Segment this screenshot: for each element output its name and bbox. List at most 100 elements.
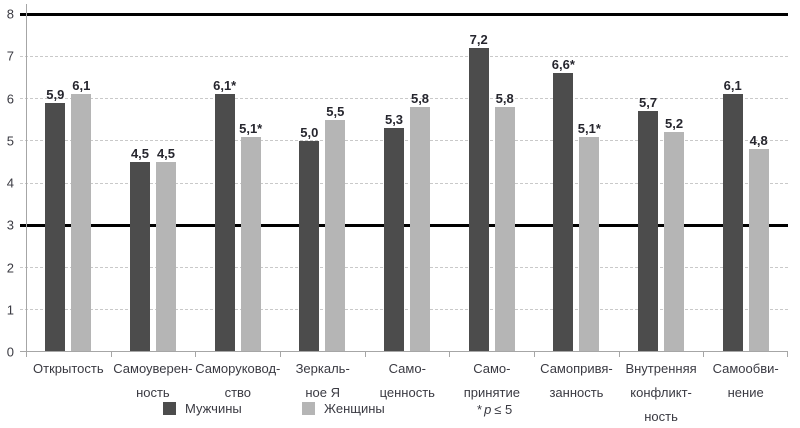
y-axis-labels: 0 1 2 3 4 5 6 7 8 — [0, 8, 17, 359]
x-axis-line — [20, 351, 788, 352]
value-label: 5,8 — [495, 90, 514, 106]
footnote-relation: ≤ 5 — [494, 402, 513, 417]
y-tick-label-0: 0 — [6, 344, 14, 360]
category-label: Само-принятие — [463, 361, 520, 400]
x-axis-tick — [110, 352, 112, 357]
bar-group: 5,9 6,1 — [26, 14, 111, 352]
category-label: Самообви-нение — [712, 361, 779, 400]
y-axis-line — [26, 4, 27, 352]
value-label: 5,3 — [384, 112, 404, 128]
bar-column: 4,5 — [156, 14, 176, 352]
bar-group: 6,1* 5,1* — [195, 14, 280, 352]
bar-men — [638, 111, 659, 352]
bar-men — [468, 47, 489, 352]
category-label: Внутренняя конфликт-ность — [625, 361, 697, 424]
x-axis-tick — [618, 352, 620, 357]
emphasis-line-8 — [20, 12, 788, 16]
x-axis-tick — [279, 352, 281, 357]
bar-column: 6,1 — [722, 14, 743, 352]
bar-group: 5,3 5,8 — [365, 14, 450, 352]
value-label: 7,2 — [469, 31, 488, 47]
x-axis-tick — [787, 352, 788, 357]
y-tick-label-7: 7 — [6, 48, 14, 64]
category-label: Открытость — [33, 361, 104, 376]
gridline-7 — [20, 55, 788, 57]
value-label: 5,5 — [326, 103, 345, 119]
y-tick-label-1: 1 — [6, 302, 14, 318]
value-label: 6,1 — [72, 78, 91, 94]
value-label: 5,1* — [239, 120, 263, 136]
significance-note: * p ≤ 5 — [477, 402, 512, 417]
category-label: Зеркаль-ное Я — [295, 361, 350, 400]
legend-label-men: Мужчины — [185, 401, 242, 416]
bar-column: 5,0 — [299, 14, 320, 352]
bar-column: 7,2 — [468, 14, 489, 352]
bar-column: 5,1* — [239, 14, 263, 352]
bar-column: 4,5 — [130, 14, 150, 352]
bar-column: 5,3 — [384, 14, 405, 352]
bar-men — [553, 73, 574, 352]
bar-column: 5,5 — [325, 14, 346, 352]
y-tick-label-2: 2 — [6, 260, 14, 275]
bar-women — [579, 136, 600, 352]
bar-women — [71, 94, 92, 352]
x-axis-tick — [703, 352, 705, 357]
category-label: Самопривя-занность — [540, 361, 613, 400]
bar-column: 5,8 — [410, 14, 431, 352]
bar-group: 6,6* 5,1* — [534, 14, 619, 352]
y-tick-label-6: 6 — [6, 91, 14, 106]
category-label: Самоуверен-ность — [113, 361, 193, 400]
gridline-6 — [20, 98, 788, 99]
x-axis-tick — [26, 352, 27, 357]
y-tick-label-5: 5 — [6, 133, 14, 149]
footnote-marker: * — [477, 402, 483, 417]
bar-column: 6,6* — [551, 14, 575, 352]
value-label: 4,8 — [749, 133, 768, 149]
bar-group: 4,5 4,5 — [111, 14, 196, 352]
bar-group: 5,0 5,5 — [280, 14, 365, 352]
bar-column: 5,8 — [494, 14, 515, 352]
bar-men — [384, 128, 405, 352]
value-label: 6,1* — [213, 78, 237, 94]
bar-group: 7,2 5,8 — [449, 14, 534, 352]
value-label: 6,6* — [551, 57, 575, 73]
bar-column: 6,1* — [213, 14, 237, 352]
bar-men — [45, 102, 66, 352]
value-label: 4,5 — [130, 145, 150, 161]
value-label: 5,1* — [577, 120, 601, 136]
bar-groups: 5,9 6,1 4,5 4,5 6,1* 5,1* 5,0 5,5 5,3 5,8 7,2 5,8 6,… — [26, 14, 788, 352]
plot-area: 5,9 6,1 4,5 4,5 6,1* 5,1* 5,0 5,5 5,3 5,8 7,2 5,8 6,… — [20, 4, 788, 357]
bar-column: 4,8 — [748, 14, 769, 352]
value-label: 5,2 — [664, 116, 684, 132]
bar-column: 6,1 — [71, 14, 92, 352]
value-label: 5,8 — [410, 90, 430, 106]
y-tick-label-4: 4 — [6, 175, 14, 191]
bar-women — [494, 106, 515, 352]
men-series-swatch — [163, 402, 176, 415]
bar-column: 5,7 — [638, 14, 659, 352]
value-label: 5,7 — [638, 95, 658, 111]
value-label: 4,5 — [156, 145, 176, 161]
bar-men — [130, 161, 150, 352]
x-axis-tick — [533, 352, 535, 357]
bar-women — [664, 132, 685, 352]
category-label: Само-ценность — [379, 361, 435, 400]
bar-women — [748, 149, 769, 352]
bar-group: 5,7 5,2 — [619, 14, 704, 352]
bar-column: 5,2 — [664, 14, 685, 352]
legend-item-men: Мужчины — [163, 401, 242, 416]
x-axis-tick — [195, 352, 197, 357]
bar-column: 5,1* — [577, 14, 601, 352]
x-axis-tick — [364, 352, 366, 357]
bar-women — [325, 119, 346, 352]
legend-item-women: Женщины — [302, 401, 385, 416]
bar-men — [214, 94, 235, 352]
legend-label-women: Женщины — [324, 401, 385, 416]
value-label: 5,0 — [300, 124, 319, 140]
bar-group: 6,1 4,8 — [703, 14, 788, 352]
y-tick-label-8: 8 — [6, 6, 14, 22]
x-axis-tick — [449, 352, 451, 357]
value-label: 6,1 — [723, 78, 742, 94]
bar-men — [299, 140, 320, 352]
